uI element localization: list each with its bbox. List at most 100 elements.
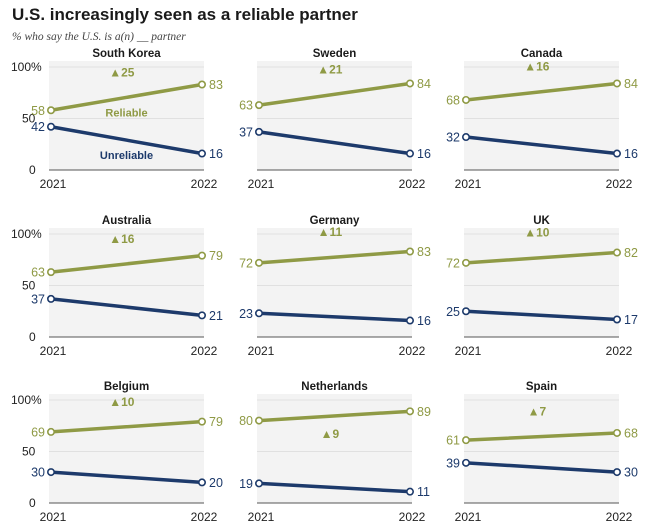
reliable-value-2021-uk: 72 [446, 256, 460, 270]
unreliable-value-2022-sweden: 16 [417, 147, 431, 161]
unreliable-line-netherlands [257, 481, 412, 494]
unreliable-point-2022-netherlands [405, 487, 414, 496]
unreliable-value-2021-uk: 25 [446, 305, 460, 319]
panel-background-canada [464, 61, 619, 170]
x-tick-label-start: 2021 [40, 344, 67, 358]
unreliable-point-2021-netherlands [255, 479, 264, 488]
reliable-point-2022-uk [612, 248, 621, 257]
unreliable-point-2021-belgium [46, 468, 55, 477]
x-tick-label-start: 2021 [455, 510, 482, 524]
change-label-belgium: ▲10 [109, 395, 135, 409]
unreliable-point-2022-germany [405, 316, 414, 325]
unreliable-point-2021-canada [461, 133, 470, 142]
change-label-netherlands: ▲9 [321, 427, 340, 441]
y-tick-label: 0 [29, 330, 36, 344]
reliable-line-sweden [257, 81, 412, 107]
reliable-point-2021-germany [255, 258, 264, 267]
unreliable-point-2021-uk [461, 307, 470, 316]
unreliable-value-2021-australia: 37 [31, 292, 45, 306]
reliable-point-2021-uk [461, 258, 470, 267]
reliable-value-2021-australia: 63 [31, 266, 45, 280]
series-label-unreliable: Unreliable [100, 150, 153, 162]
unreliable-value-2022-spain: 30 [624, 466, 638, 480]
unreliable-line-canada [464, 135, 619, 156]
x-tick-label-end: 2022 [399, 177, 426, 191]
panel-title-sweden: Sweden [313, 48, 356, 60]
y-tick-label: 50 [22, 279, 36, 293]
unreliable-point-2022-spain [612, 468, 621, 477]
unreliable-line-belgium [49, 470, 204, 485]
panel-title-belgium: Belgium [104, 381, 149, 393]
panel-title-canada: Canada [521, 48, 563, 60]
reliable-value-2022-uk: 82 [624, 246, 638, 260]
unreliable-point-2021-sweden [255, 127, 264, 136]
y-tick-label: 100% [11, 393, 42, 407]
change-label-south-korea: ▲25 [109, 65, 135, 79]
reliable-point-2021-sweden [255, 101, 264, 110]
unreliable-line-sweden [257, 130, 412, 156]
y-tick-label: 100% [11, 60, 42, 74]
x-tick-label-end: 2022 [191, 344, 218, 358]
x-tick-label-start: 2021 [455, 344, 482, 358]
reliable-value-2021-germany: 72 [239, 256, 253, 270]
reliable-value-2022-australia: 79 [209, 249, 223, 263]
unreliable-point-2021-south-korea [46, 122, 55, 131]
unreliable-value-2022-uk: 17 [624, 313, 638, 327]
panel-title-germany: Germany [310, 215, 360, 227]
unreliable-line-south-korea [49, 124, 204, 156]
y-tick-label: 0 [29, 163, 36, 177]
x-tick-label-end: 2022 [399, 344, 426, 358]
unreliable-point-2022-uk [612, 315, 621, 324]
reliable-point-2021-netherlands [255, 416, 264, 425]
change-label-canada: ▲16 [524, 60, 550, 74]
reliable-point-2022-south-korea [198, 80, 207, 89]
unreliable-point-2022-sweden [405, 149, 414, 158]
unreliable-line-germany [257, 311, 412, 323]
reliable-line-canada [464, 81, 619, 102]
x-tick-label-end: 2022 [191, 510, 218, 524]
unreliable-value-2021-sweden: 37 [239, 125, 253, 139]
reliable-value-2021-south-korea: 58 [31, 104, 45, 118]
y-tick-label: 50 [22, 112, 36, 126]
unreliable-value-2021-south-korea: 42 [31, 120, 45, 134]
reliable-line-germany [257, 249, 412, 265]
unreliable-line-australia [49, 297, 204, 318]
unreliable-line-spain [464, 461, 619, 474]
reliable-line-netherlands [257, 409, 412, 423]
reliable-value-2022-netherlands: 89 [417, 405, 431, 419]
change-label-australia: ▲16 [109, 232, 135, 246]
x-tick-label-start: 2021 [40, 177, 67, 191]
reliable-point-2022-sweden [405, 79, 414, 88]
x-tick-label-end: 2022 [606, 177, 633, 191]
unreliable-value-2022-canada: 16 [624, 147, 638, 161]
chart-subtitle: % who say the U.S. is a(n) __ partner [12, 31, 186, 43]
reliable-line-south-korea [49, 82, 204, 113]
change-label-germany: ▲11 [318, 225, 343, 239]
unreliable-point-2022-canada [612, 149, 621, 158]
reliable-point-2022-netherlands [405, 407, 414, 416]
reliable-line-uk [464, 250, 619, 265]
unreliable-point-2021-australia [46, 294, 55, 303]
x-tick-label-start: 2021 [455, 177, 482, 191]
reliable-point-2022-australia [198, 251, 207, 260]
unreliable-line-uk [464, 309, 619, 322]
x-tick-label-start: 2021 [248, 510, 275, 524]
unreliable-point-2021-spain [461, 458, 470, 467]
unreliable-value-2022-germany: 16 [417, 314, 431, 328]
panel-title-south-korea: South Korea [92, 48, 161, 60]
unreliable-value-2022-belgium: 20 [209, 476, 223, 490]
reliable-value-2022-sweden: 84 [417, 77, 431, 91]
reliable-value-2021-netherlands: 80 [239, 414, 253, 428]
reliable-point-2021-australia [46, 268, 55, 277]
panel-title-australia: Australia [102, 215, 152, 227]
reliable-point-2022-canada [612, 79, 621, 88]
unreliable-point-2022-australia [198, 311, 207, 320]
x-tick-label-start: 2021 [248, 344, 275, 358]
panel-background-sweden [257, 61, 412, 170]
unreliable-point-2021-germany [255, 309, 264, 318]
panel-background-south-korea [49, 61, 204, 170]
reliable-point-2021-belgium [46, 427, 55, 436]
reliable-point-2022-spain [612, 428, 621, 437]
reliable-value-2022-germany: 83 [417, 245, 431, 259]
